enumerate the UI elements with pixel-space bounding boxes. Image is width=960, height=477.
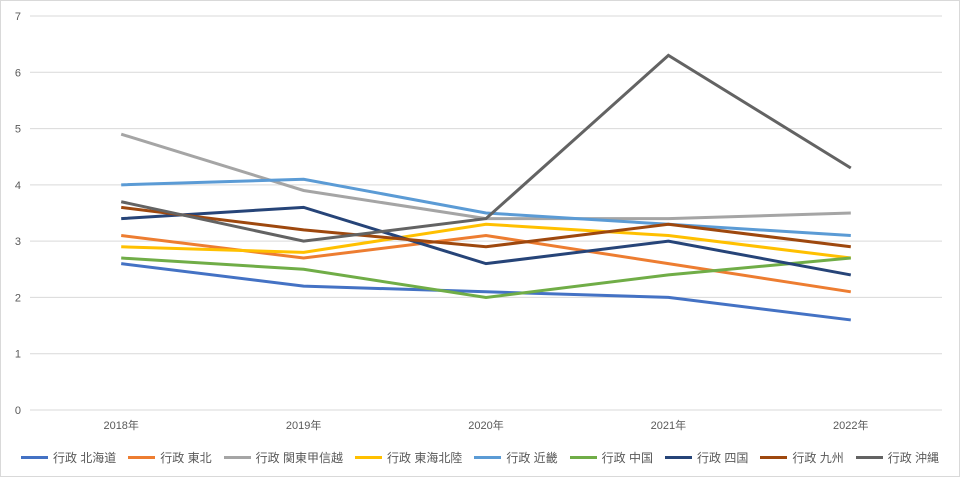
- x-tick-label-2020: 2020年: [468, 418, 503, 432]
- series-line-kinki: [121, 177, 851, 238]
- series-line-okinawa: [120, 53, 852, 243]
- x-tick-label-2021: 2021年: [651, 418, 686, 432]
- y-tick-label-1: 1: [15, 349, 21, 361]
- y-tick-label-0: 0: [15, 405, 21, 417]
- legend-line-swatch-okinawa: [855, 456, 883, 459]
- legend-line-swatch-tohoku: [128, 456, 156, 459]
- series-line-chugoku: [121, 256, 851, 299]
- series-line-kanto-koshinetsu: [120, 132, 851, 221]
- legend-line-swatch-hokkaido: [20, 456, 48, 459]
- legend-line-swatch-tokai-hokuriku: [354, 456, 382, 459]
- legend-label-kinki: 行政 近畿: [506, 451, 558, 465]
- legend-label-shikoku: 行政 四国: [697, 451, 749, 465]
- legend-line-swatch-kinki: [474, 456, 502, 459]
- legend-label-kyushu: 行政 九州: [792, 451, 844, 465]
- legend-item-tohoku: 行政 東北: [128, 449, 212, 466]
- y-tick-label-4: 4: [15, 180, 21, 192]
- x-tick-label-2019: 2019年: [286, 418, 321, 432]
- legend-label-chugoku: 行政 中国: [601, 451, 654, 465]
- legend-item-shikoku: 行政 四国: [665, 449, 748, 466]
- legend-line-swatch-shikoku: [665, 456, 693, 459]
- legend-label-kanto-koshinetsu: 行政 関東甲信越: [255, 451, 343, 465]
- legend-label-tohoku: 行政 東北: [160, 451, 212, 465]
- x-tick-label-2022: 2022年: [833, 418, 868, 432]
- legend-item-okinawa: 行政 沖縄: [855, 449, 940, 466]
- legend-line-swatch-kyushu: [760, 456, 788, 459]
- series-line-kyushu: [121, 205, 851, 249]
- y-tick-label-2: 2: [15, 292, 21, 304]
- chart-legend: 行政 北海道 行政 東北 行政 関東甲信越 行政 東海北陸 行政 近畿 行政 中国 行政 四…: [1, 449, 959, 466]
- legend-item-chugoku: 行政 中国: [569, 449, 654, 466]
- series-line-tokai-hokuriku: [121, 222, 851, 260]
- x-tick-label-2018: 2018年: [103, 418, 138, 432]
- y-tick-label-6: 6: [15, 67, 21, 79]
- legend-item-kanto-koshinetsu: 行政 関東甲信越: [223, 449, 343, 466]
- legend-line-swatch-kanto-koshinetsu: [223, 456, 251, 459]
- legend-line-swatch-chugoku: [569, 456, 597, 459]
- y-tick-label-5: 5: [15, 124, 21, 136]
- y-tick-label-7: 7: [15, 11, 21, 23]
- legend-label-okinawa: 行政 沖縄: [887, 451, 940, 465]
- legend-item-kinki: 行政 近畿: [474, 449, 558, 466]
- legend-item-tokai-hokuriku: 行政 東海北陸: [354, 449, 463, 466]
- legend-item-hokkaido: 行政 北海道: [20, 449, 117, 466]
- legend-label-tokai-hokuriku: 行政 東海北陸: [386, 451, 463, 465]
- series-line-hokkaido: [121, 262, 851, 322]
- legend-item-kyushu: 行政 九州: [760, 449, 844, 466]
- y-tick-label-3: 3: [15, 236, 21, 248]
- legend-label-hokkaido: 行政 北海道: [52, 451, 117, 465]
- series-line-shikoku: [121, 205, 852, 277]
